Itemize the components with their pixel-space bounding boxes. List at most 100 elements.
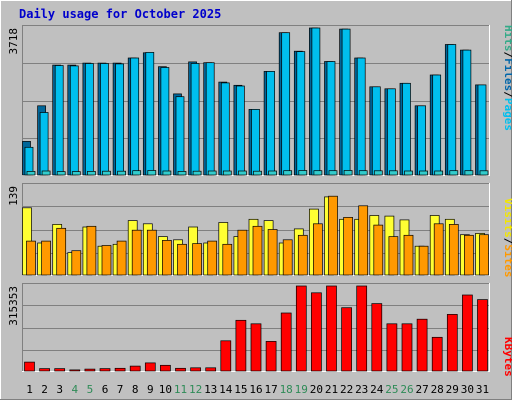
bar-hits-pages-22 [343,170,353,176]
bar-visits-sites-20 [313,223,323,276]
bar-visits-sites-29 [448,224,459,276]
x-tick-13: 13 [204,383,217,396]
bar-kbytes-kbytes-13 [205,367,217,372]
bar-visits-sites-1 [26,240,36,276]
x-tick-9: 9 [147,383,154,396]
bar-hits-files-28 [432,74,442,176]
legend-visits: Visits/Sites [502,198,512,278]
bar-kbytes-kbytes-28 [431,336,443,372]
bar-hits-files-18 [281,32,291,176]
bar-kbytes-kbytes-7 [114,367,126,372]
bar-hits-files-16 [251,109,260,176]
bar-hits-pages-23 [358,170,368,176]
bar-kbytes-kbytes-29 [446,314,458,372]
bar-hits-files-20 [311,27,321,176]
bar-hits-pages-8 [132,170,142,176]
bar-hits-files-23 [356,57,366,176]
bar-hits-files-30 [462,49,472,176]
bar-visits-sites-16 [252,225,263,276]
legend-entry-hits-3: / [502,91,512,98]
bar-hits-pages-1 [26,171,36,176]
bar-kbytes-kbytes-31 [477,299,488,372]
bar-kbytes-kbytes-15 [235,319,247,372]
x-tick-5: 5 [87,383,94,396]
x-tick-25: 25 [385,383,398,396]
x-tick-4: 4 [71,383,78,396]
bar-kbytes-kbytes-18 [280,312,292,372]
x-tick-27: 27 [415,383,428,396]
x-tick-23: 23 [355,383,368,396]
bar-hits-files-25 [387,88,396,176]
bar-visits-sites-30 [464,234,474,276]
bar-kbytes-kbytes-25 [386,323,398,372]
bar-hits-files-5 [85,63,94,176]
bar-hits-files-19 [296,51,306,176]
bar-visits-sites-8 [131,229,142,276]
bar-hits-files-27 [417,105,426,176]
bar-hits-files-15 [236,85,245,176]
bar-visits-sites-10 [162,240,172,276]
bar-kbytes-kbytes-16 [250,323,262,372]
bar-visits-sites-22 [343,217,353,276]
bar-kbytes-kbytes-19 [295,285,307,372]
bar-kbytes-kbytes-27 [416,318,428,372]
legend-hits: Hits/Files/Pages [502,25,512,131]
bar-hits-files-7 [115,63,124,176]
bar-visits-sites-3 [56,227,67,276]
bar-visits-sites-27 [418,245,429,276]
bar-hits-pages-16 [253,170,262,176]
x-tick-11: 11 [174,383,187,396]
bar-visits-sites-26 [403,234,414,276]
bar-kbytes-kbytes-21 [326,285,337,372]
legend-entry-hits-4: Pages [502,98,512,131]
bar-visits-sites-23 [358,205,369,276]
bar-hits-files-24 [371,86,381,176]
legend-entry-hits-2: Files [502,58,512,91]
legend-entry-visits-0: Visits [502,198,512,238]
bar-hits-files-22 [341,28,351,176]
x-tick-3: 3 [56,383,63,396]
bar-hits-pages-2 [41,170,51,176]
bar-hits-pages-24 [373,170,383,176]
bar-hits-pages-15 [238,170,247,176]
bar-kbytes-kbytes-3 [54,368,66,372]
bar-hits-pages-10 [162,170,172,176]
bar-kbytes-kbytes-4 [69,369,81,372]
bar-kbytes-kbytes-30 [462,294,473,372]
legend-entry-hits-0: Hits [502,25,512,52]
bar-visits-sites-28 [433,223,444,276]
bar-hits-files-9 [145,52,155,176]
bar-hits-files-11 [175,96,185,176]
bar-visits-sites-9 [146,229,157,276]
bar-hits-pages-18 [283,170,293,176]
legend-kbytes: KBytes [502,337,512,377]
x-tick-14: 14 [219,383,233,396]
bar-kbytes-kbytes-12 [190,367,201,372]
bar-kbytes-kbytes-1 [24,361,35,372]
bar-kbytes-kbytes-11 [175,367,186,372]
x-tick-2: 2 [41,383,48,396]
bar-hits-pages-7 [117,170,126,176]
bar-hits-files-12 [190,63,200,176]
bar-hits-pages-9 [147,170,157,176]
x-tick-29: 29 [446,383,459,396]
bar-hits-pages-20 [313,170,323,176]
bar-hits-pages-25 [389,170,398,176]
legend-entry-kbytes-0: KBytes [502,337,512,377]
bar-hits-pages-11 [177,171,187,176]
legend-entry-visits-2: Sites [502,244,512,277]
bar-hits-pages-21 [328,170,338,176]
bar-hits-pages-4 [71,171,81,176]
y-tick-kbytes: 315353 [7,286,20,326]
bar-hits-files-2 [39,112,49,176]
x-tick-17: 17 [264,383,277,396]
x-tick-1: 1 [26,383,33,396]
bar-kbytes-kbytes-2 [39,368,50,372]
bar-visits-sites-5 [86,225,97,276]
x-tick-19: 19 [295,383,308,396]
bar-hits-files-17 [266,71,275,176]
x-tick-16: 16 [249,383,262,396]
x-tick-6: 6 [102,383,109,396]
